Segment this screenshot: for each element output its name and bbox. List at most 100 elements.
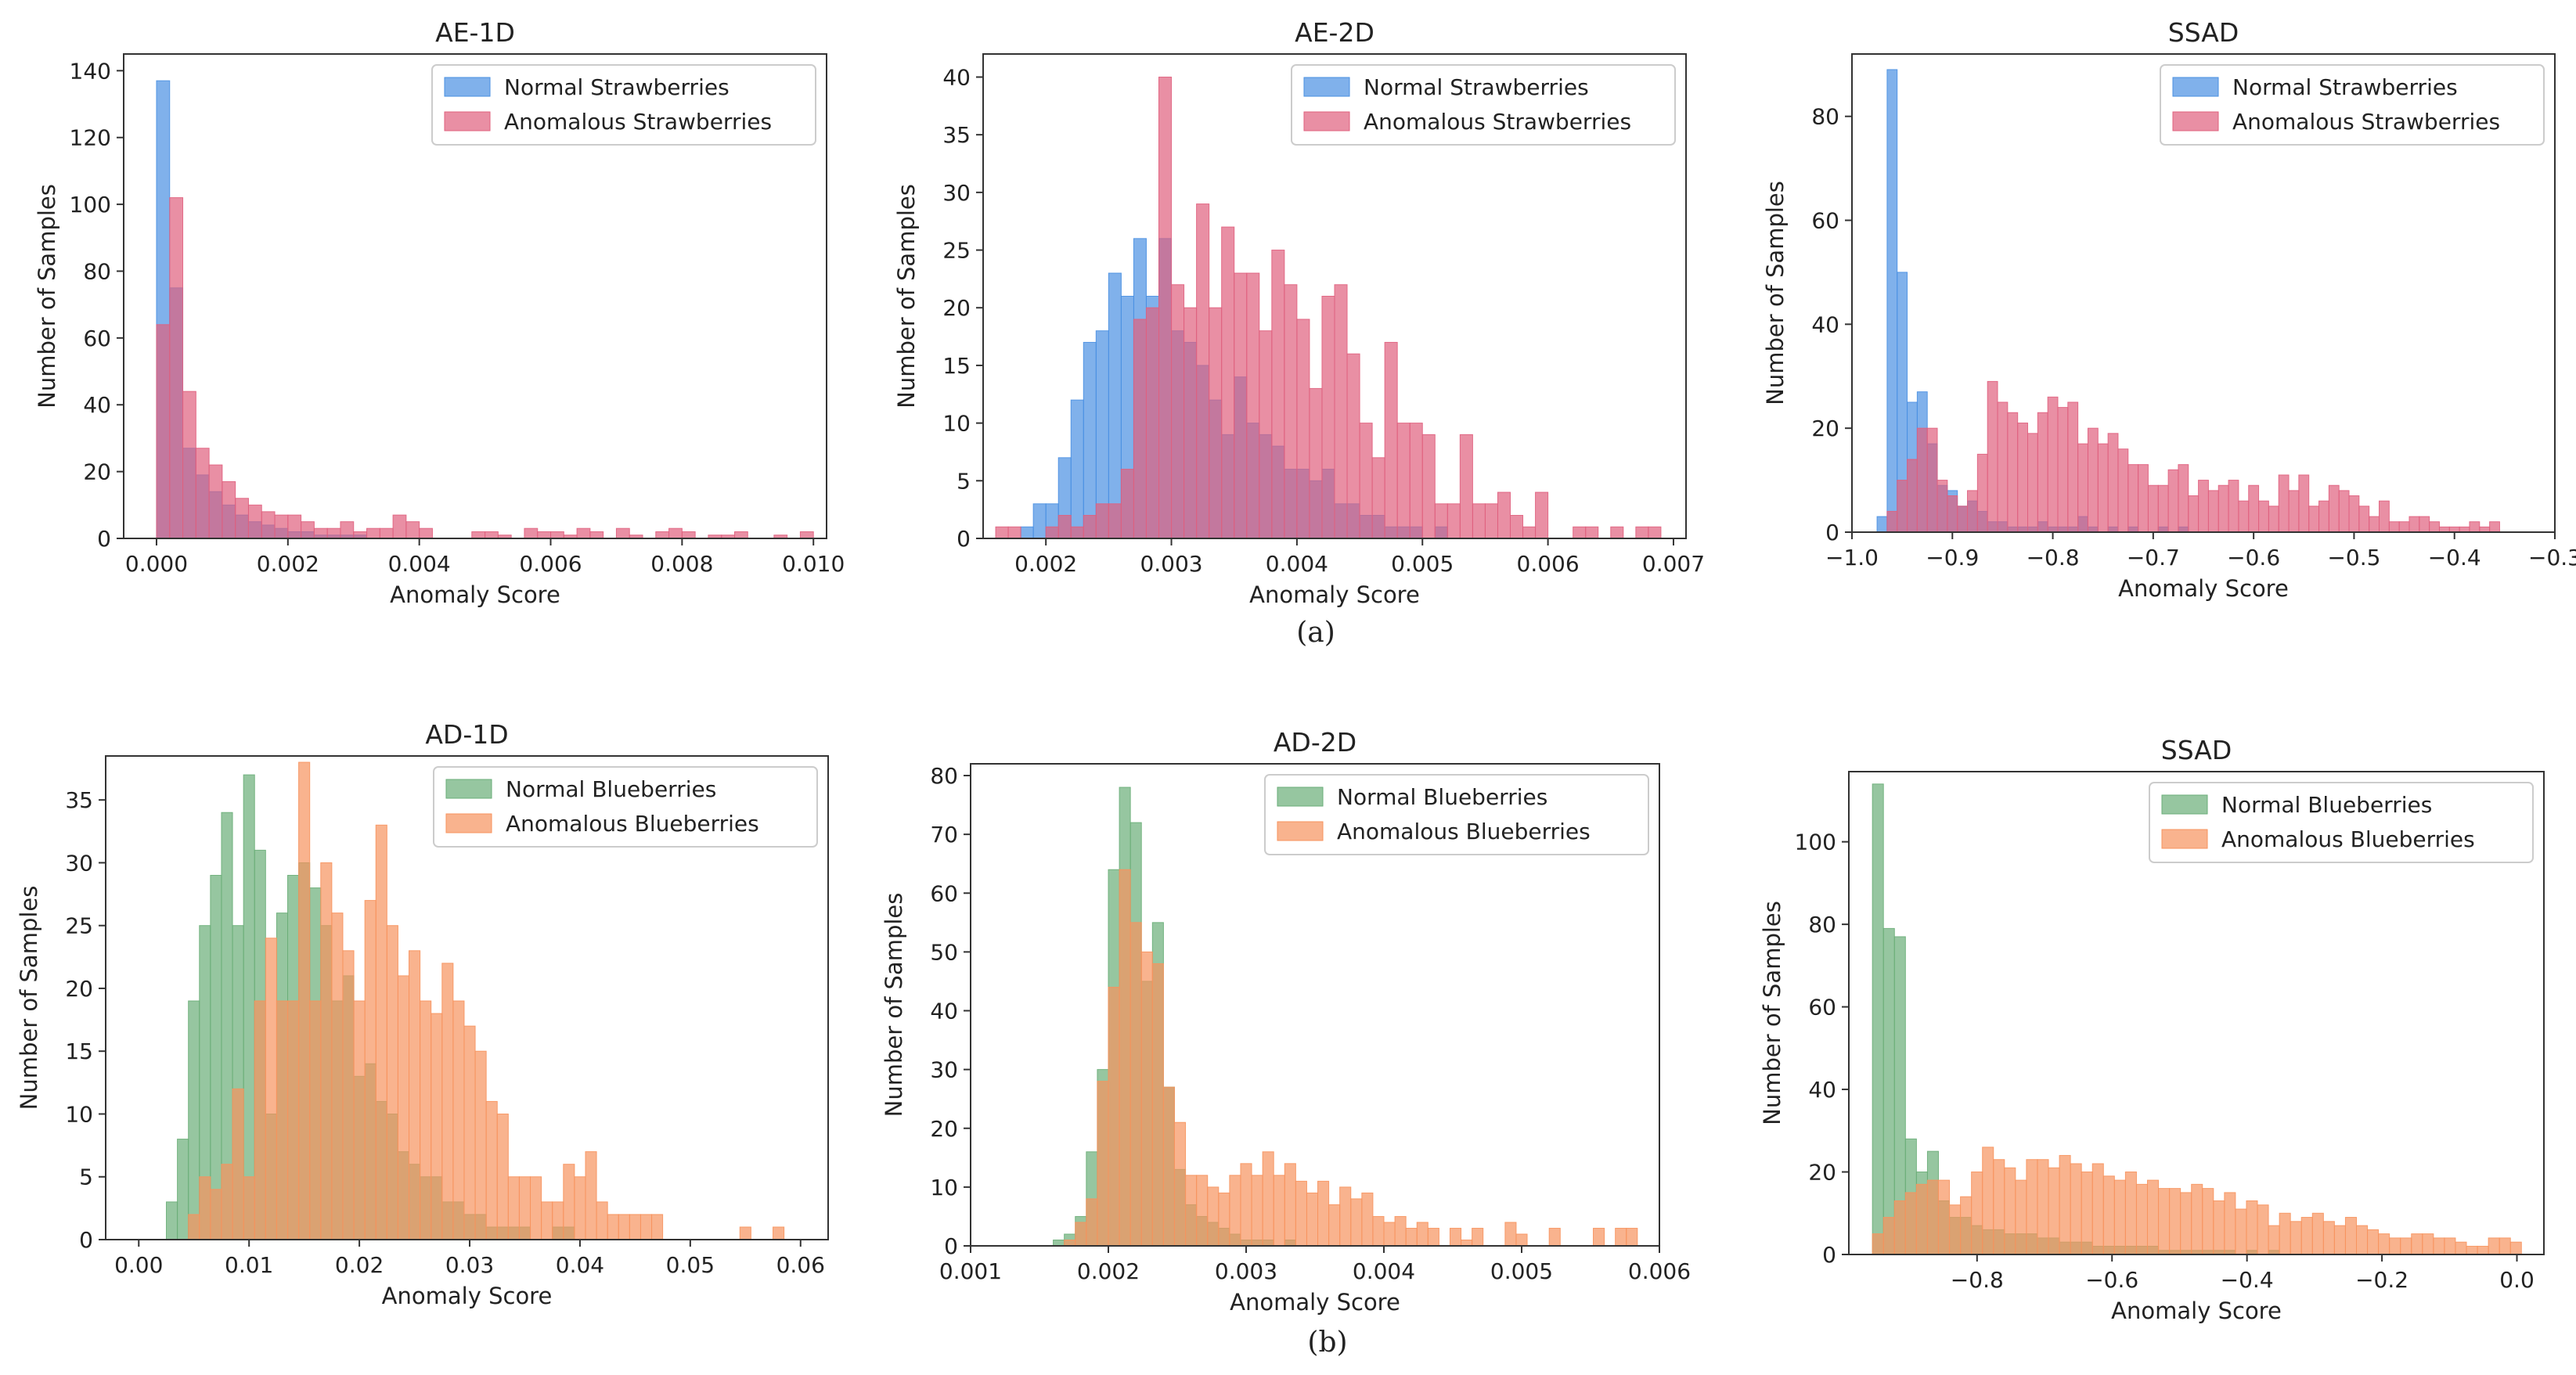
y-tick-label: 5 <box>79 1164 93 1190</box>
x-tick-label: 0.000 <box>125 551 188 577</box>
bar <box>1573 526 1587 538</box>
bar <box>1097 1081 1109 1246</box>
y-tick-label: 60 <box>1811 208 1839 234</box>
bar <box>2169 1188 2181 1254</box>
bar <box>2138 464 2149 532</box>
bar <box>2198 480 2209 532</box>
chart-title: SSAD <box>2161 735 2232 765</box>
bar <box>589 531 604 538</box>
y-tick-label: 60 <box>930 880 958 906</box>
bar <box>1251 1175 1263 1246</box>
x-tick-label: 0.004 <box>388 551 451 577</box>
legend: Normal Blueberries Anomalous Blueberries <box>2149 782 2534 863</box>
bar <box>524 527 539 538</box>
x-tick-label: 0.001 <box>939 1258 1002 1284</box>
bar <box>1957 506 1969 532</box>
y-tick-label: 20 <box>83 459 111 485</box>
bar <box>243 774 255 1240</box>
bar <box>2268 506 2279 532</box>
y-axis-label: Number of Samples <box>893 184 920 409</box>
bar <box>1162 1086 1175 1246</box>
legend-entry-label: Normal Blueberries <box>1337 784 1547 810</box>
x-tick-label: 0.008 <box>650 551 713 577</box>
x-tick-label: 0.06 <box>776 1252 825 1278</box>
bar <box>799 531 814 538</box>
bar <box>1108 503 1122 538</box>
bar <box>1886 69 1898 532</box>
bar <box>518 1176 531 1240</box>
bar <box>651 1214 664 1240</box>
bar <box>419 527 433 538</box>
bars-group <box>156 80 814 538</box>
bar <box>1971 1172 1983 1254</box>
x-tick-label: 0.003 <box>1140 551 1202 577</box>
bar <box>452 1000 465 1240</box>
bar <box>1350 1198 1363 1246</box>
bar <box>607 1214 619 1240</box>
bar <box>1585 526 1599 538</box>
bar <box>397 975 410 1240</box>
bar <box>2057 407 2069 532</box>
bar <box>1140 951 1153 1246</box>
x-tick-label: −0.4 <box>2221 1267 2274 1293</box>
bar <box>1593 1227 1605 1246</box>
plot-frame <box>982 53 1687 539</box>
bar <box>2207 490 2219 532</box>
bar <box>195 448 210 538</box>
bar <box>2369 516 2380 532</box>
bar <box>166 1201 178 1240</box>
bar <box>208 464 223 538</box>
bar <box>485 1100 498 1240</box>
bar <box>1371 457 1385 538</box>
bar <box>2328 484 2340 532</box>
bar <box>1535 491 1549 538</box>
x-tick-label: 0.006 <box>1517 551 1580 577</box>
y-tick-label: 20 <box>1811 416 1839 441</box>
legend-entry-label: Normal Strawberries <box>2232 74 2458 100</box>
bar <box>2077 443 2088 532</box>
bar <box>1987 380 1998 532</box>
bar <box>2059 1154 2071 1254</box>
legend-swatch <box>2172 111 2219 131</box>
bar <box>463 1025 476 1240</box>
bar <box>1229 1175 1241 1246</box>
y-tick-label: 40 <box>1811 311 1839 337</box>
legend-box <box>2160 64 2545 146</box>
bar <box>2290 1221 2302 1254</box>
bar <box>1421 434 1436 538</box>
bar <box>1346 353 1360 538</box>
y-tick-label: 15 <box>65 1038 93 1064</box>
y-tick-label: 50 <box>930 939 958 965</box>
y-axis-label: Number of Samples <box>16 886 42 1110</box>
bar <box>221 1164 233 1240</box>
x-tick-label: 0.01 <box>225 1252 273 1278</box>
y-tick-label: 10 <box>65 1101 93 1127</box>
chart-title: SSAD <box>2168 17 2239 48</box>
bar <box>1075 1222 1087 1246</box>
bar <box>199 1176 211 1240</box>
bar <box>392 514 407 538</box>
bar <box>2455 1241 2467 1254</box>
bar <box>1882 927 1895 1254</box>
bar <box>2067 401 2079 532</box>
bar <box>2178 464 2189 532</box>
bar <box>222 481 236 538</box>
x-tick-label: 0.00 <box>114 1252 163 1278</box>
x-tick-label: 0.006 <box>1628 1258 1691 1284</box>
bar <box>1459 434 1473 538</box>
chart-2: 0.002 0.003 0.004 0.005 0.006 0.007 0 5 10 15 20 25… <box>893 17 1705 608</box>
bar <box>1897 480 1908 532</box>
bar <box>2235 1208 2247 1254</box>
legend-swatch <box>1277 821 1324 841</box>
bar <box>2147 484 2159 532</box>
bar <box>2048 1167 2060 1254</box>
bar <box>541 1201 553 1240</box>
bar <box>353 1000 366 1240</box>
bar <box>1196 203 1210 538</box>
bar <box>1133 319 1147 538</box>
bar <box>2288 490 2300 532</box>
bar <box>2117 448 2129 532</box>
bar <box>1960 1196 1973 1254</box>
bar <box>409 950 421 1240</box>
bar <box>2322 1221 2335 1254</box>
